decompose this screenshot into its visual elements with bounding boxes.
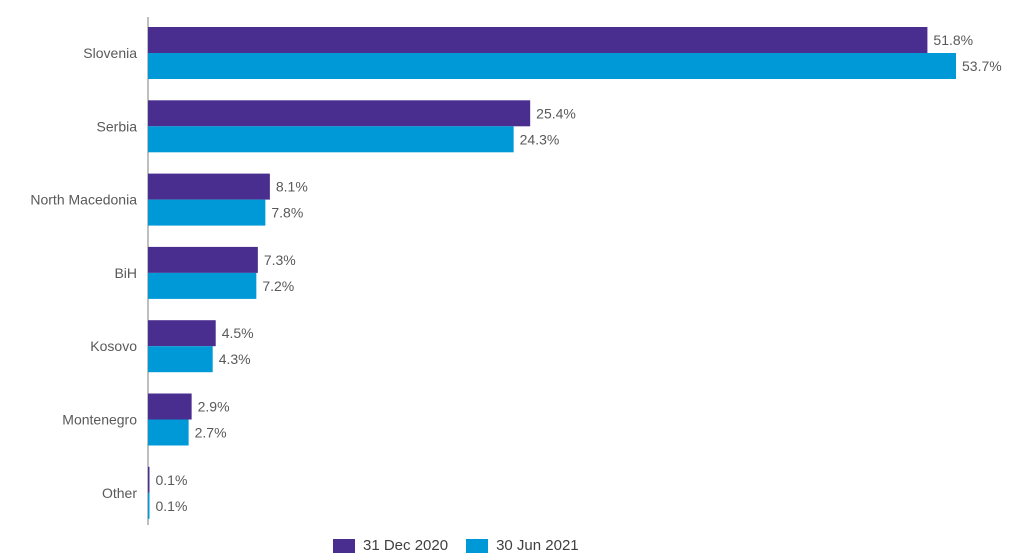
category-label-montenegro: Montenegro [62,412,137,428]
data-label-north-macedonia-series-2: 7.8% [271,205,303,221]
data-label-montenegro-series-2: 2.7% [195,425,227,441]
category-label-other: Other [102,485,137,501]
legend-swatch-series-2 [466,538,489,553]
data-label-montenegro-series-1: 2.9% [198,399,230,415]
legend-label-series-2: 30 Jun 2021 [496,537,579,554]
legend-item-series-1: 31 Dec 2020 [333,537,448,554]
legend-item-series-2: 30 Jun 2021 [466,537,579,554]
bar-bih-series-2 [148,272,257,299]
category-label-north-macedonia: North Macedonia [30,192,137,208]
data-label-other-series-2: 0.1% [156,498,188,514]
bar-slovenia-series-1 [148,27,928,53]
data-label-serbia-series-1: 25.4% [536,105,576,121]
data-label-serbia-series-2: 24.3% [520,131,560,147]
bar-kosovo-series-1 [148,320,216,347]
legend: 31 Dec 2020 30 Jun 2021 [333,537,597,554]
data-label-bih-series-1: 7.3% [264,252,296,268]
data-label-slovenia-series-1: 51.8% [933,32,973,48]
data-label-north-macedonia-series-1: 8.1% [276,179,308,195]
data-label-other-series-1: 0.1% [156,472,188,488]
data-label-slovenia-series-2: 53.7% [962,58,1002,74]
legend-label-series-1: 31 Dec 2020 [363,537,449,554]
bar-other-series-2 [148,492,150,519]
bars-group: Slovenia 51.8% 53.7% Serbia 25.4% 24.3% North … [30,27,1002,519]
bar-slovenia-series-2 [148,53,956,79]
category-label-bih: BiH [114,265,137,281]
legend-swatch-series-1 [333,538,355,553]
bar-serbia-series-2 [148,126,514,153]
category-label-kosovo: Kosovo [90,338,137,354]
data-label-bih-series-2: 7.2% [262,278,294,294]
bar-kosovo-series-2 [148,346,213,373]
bar-montenegro-series-2 [148,419,189,446]
category-label-slovenia: Slovenia [83,45,137,61]
data-label-kosovo-series-1: 4.5% [222,325,254,341]
bar-other-series-1 [148,466,150,493]
data-label-kosovo-series-2: 4.3% [219,351,251,367]
category-label-serbia: Serbia [97,118,138,134]
bar-bih-series-1 [148,246,258,273]
bar-north-macedonia-series-1 [148,173,270,200]
bar-north-macedonia-series-2 [148,199,266,226]
bar-serbia-series-1 [148,100,531,127]
bar-montenegro-series-1 [148,393,192,420]
